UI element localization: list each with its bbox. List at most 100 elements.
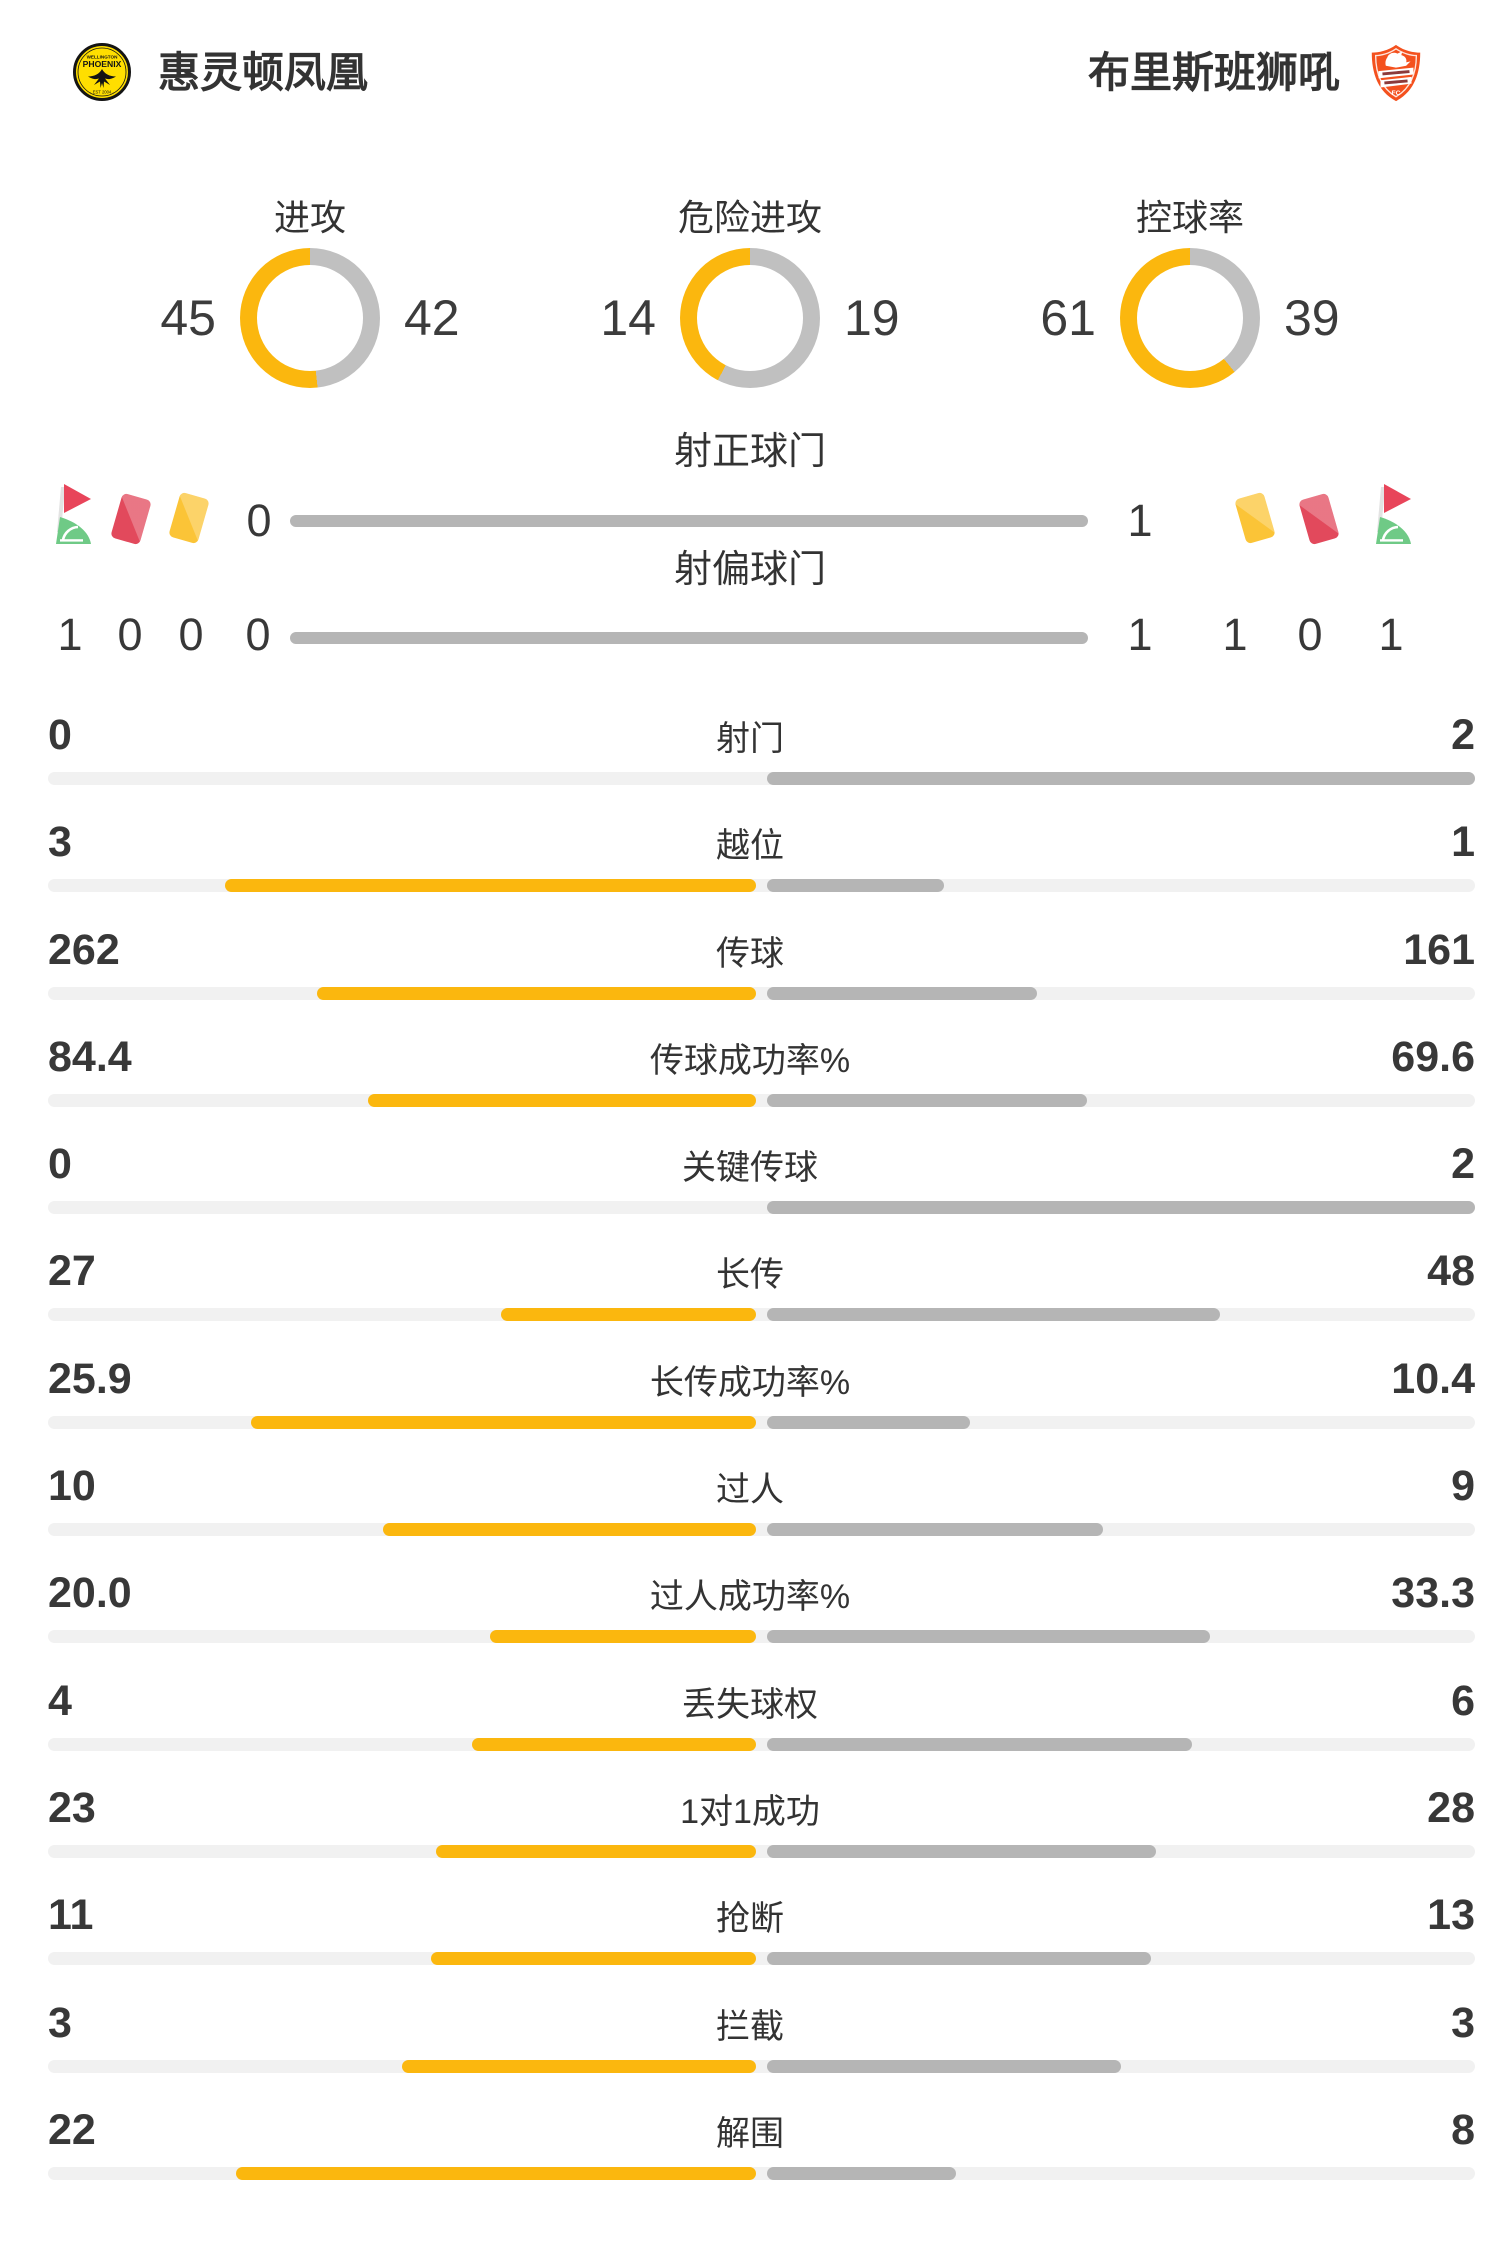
yellow-card-icon <box>1234 491 1276 545</box>
stat-label: 1对1成功 <box>680 1792 820 1831</box>
away-stat-value: 2 <box>1451 711 1475 759</box>
stat-label: 射门 <box>716 720 784 758</box>
home-donut-value: 14 <box>600 290 656 347</box>
stat-label: 关键传球 <box>682 1149 818 1188</box>
home-team-logo: WELLINGTON PHOENIX · EST 2004 · <box>72 42 132 104</box>
stat-bar <box>48 772 1476 785</box>
home-stat-value: 10 <box>48 1462 96 1511</box>
away-stat-value: 2 <box>1451 1140 1475 1189</box>
stats-list: 0 射门 2 3 越位 1 262 传球 161 84.4 传球成功率% 69.6 0 关键传球 2… <box>0 700 1500 2202</box>
svg-text:FC: FC <box>1391 90 1400 97</box>
stat-label: 传球 <box>716 934 784 973</box>
away-stat-value: 48 <box>1427 1247 1475 1296</box>
home-stat-value: 3 <box>48 1998 72 2047</box>
stat-row-interceptions: 3 拦截 3 <box>0 1988 1500 2095</box>
stat-bar <box>48 1415 1475 1429</box>
away-stat-value: 3 <box>1451 1998 1475 2047</box>
svg-text:PHOENIX: PHOENIX <box>83 59 122 69</box>
away-stat-value: 6 <box>1451 1676 1475 1725</box>
donut-label: 危险进攻 <box>677 197 822 238</box>
stat-row-tackles: 11 抢断 13 <box>0 1880 1500 1987</box>
away-stat-value: 8 <box>1451 2105 1475 2154</box>
home-stat-value: 262 <box>48 925 120 974</box>
home-red-cards-count: 0 <box>117 609 143 660</box>
stat-label: 传球成功率% <box>649 1041 851 1080</box>
away-stat-value: 33.3 <box>1391 1569 1475 1618</box>
stat-label: 长传 <box>716 1256 784 1295</box>
red-card-icon <box>1298 492 1340 546</box>
stat-row-duels-won: 23 1对1成功 28 <box>0 1773 1500 1880</box>
donut-group-possession: 控球率 61 39 <box>970 196 1410 389</box>
away-stat-value: 69.6 <box>1391 1032 1475 1081</box>
home-yellow-cards-count: 0 <box>178 609 204 660</box>
away-team-name: 布里斯班狮吼 <box>1087 49 1340 96</box>
stat-row-shots: 0 射门 2 <box>0 700 1500 807</box>
home-donut-value: 45 <box>160 290 216 347</box>
stat-bar <box>48 1630 1475 1644</box>
away-stat-value: 28 <box>1427 1783 1475 1832</box>
away-donut-value: 42 <box>404 290 460 347</box>
stat-label: 丢失球权 <box>682 1685 818 1724</box>
away-stat-value: 13 <box>1427 1891 1475 1940</box>
stat-row-key-passes: 0 关键传球 2 <box>0 1129 1500 1236</box>
stat-bar <box>48 1844 1475 1858</box>
away-red-cards-count: 0 <box>1297 609 1323 660</box>
stat-row-long-balls: 27 长传 48 <box>0 1236 1500 1343</box>
home-stat-value: 84.4 <box>48 1032 132 1081</box>
stat-row-offsides: 3 越位 1 <box>0 807 1500 914</box>
stat-row-dribbles: 10 过人 9 <box>0 1451 1500 1558</box>
away-stat-value: 161 <box>1403 925 1475 974</box>
home-stat-value: 11 <box>48 1891 94 1940</box>
stat-label: 长传成功率% <box>649 1363 851 1402</box>
home-stat-value: 23 <box>48 1783 96 1832</box>
attacks-donut-chart <box>240 248 380 389</box>
stat-row-long-ball-accuracy: 25.9 长传成功率% 10.4 <box>0 1344 1500 1451</box>
home-shots-on-target-value: 0 <box>246 495 272 546</box>
donut-group-dangerous-attacks: 危险进攻 14 19 <box>530 196 970 389</box>
home-stat-value: 3 <box>48 818 72 867</box>
away-yellow-cards-count: 1 <box>1222 609 1248 660</box>
home-team[interactable]: WELLINGTON PHOENIX · EST 2004 · 惠灵顿凤凰 <box>72 42 368 104</box>
home-stat-value: 20.0 <box>48 1569 132 1618</box>
home-donut-value: 61 <box>1040 290 1096 347</box>
donut-label: 控球率 <box>1135 197 1244 238</box>
shots-off-target-bar <box>290 632 1088 644</box>
home-stat-value: 0 <box>48 711 72 759</box>
away-stat-value: 10.4 <box>1391 1354 1475 1403</box>
stat-bar <box>48 986 1475 1000</box>
stat-bar <box>48 2059 1475 2073</box>
home-shots-off-target-value: 0 <box>245 609 271 660</box>
red-card-icon <box>110 492 152 546</box>
stat-bar <box>48 1093 1475 1107</box>
away-stat-value: 1 <box>1451 818 1475 867</box>
away-corners-count: 1 <box>1378 609 1404 660</box>
corner-flag-icon <box>1364 482 1412 546</box>
stat-label: 解围 <box>716 2114 784 2153</box>
stat-bar <box>48 1201 1476 1215</box>
stat-label: 越位 <box>716 827 784 866</box>
dangerous-attacks-donut-chart <box>680 248 820 389</box>
corner-flag-icon <box>44 482 92 546</box>
home-stat-value: 0 <box>48 1140 72 1189</box>
stat-row-clearances: 22 解围 8 <box>0 2095 1500 2202</box>
yellow-card-icon <box>168 491 210 545</box>
donut-label: 进攻 <box>273 197 346 238</box>
match-header: WELLINGTON PHOENIX · EST 2004 · 惠灵顿凤凰 布里… <box>72 40 1426 106</box>
stat-bar <box>48 1952 1475 1966</box>
shots-off-target-label: 射偏球门 <box>673 549 826 591</box>
svg-text:· EST 2004 ·: · EST 2004 · <box>90 90 114 95</box>
away-donut-value: 39 <box>1284 290 1340 347</box>
shots-on-target-label: 射正球门 <box>673 431 826 473</box>
away-donut-value: 19 <box>844 290 900 347</box>
home-stat-value: 27 <box>48 1247 96 1296</box>
possession-donut-chart <box>1120 248 1260 389</box>
stat-row-dribble-success: 20.0 过人成功率% 33.3 <box>0 1558 1500 1665</box>
home-stat-value: 25.9 <box>48 1354 132 1403</box>
stat-row-possession-lost: 4 丢失球权 6 <box>0 1666 1500 1773</box>
away-team[interactable]: 布里斯班狮吼 FC <box>1088 42 1426 104</box>
stat-label: 拦截 <box>716 2007 784 2046</box>
stat-label: 过人成功率% <box>649 1578 851 1617</box>
away-stat-value: 9 <box>1451 1462 1475 1511</box>
home-stat-value: 22 <box>48 2105 96 2154</box>
